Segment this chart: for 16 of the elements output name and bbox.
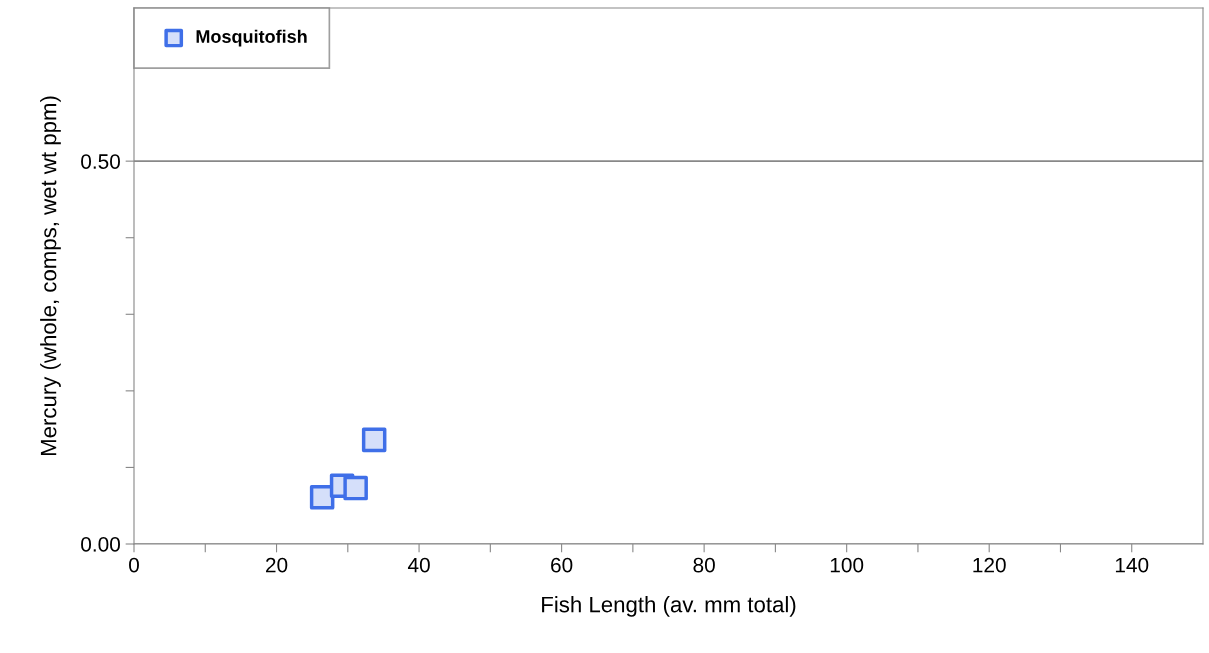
point xyxy=(361,427,387,453)
y-tick-label: 0.00 xyxy=(81,537,120,552)
x-tick-label: 20 xyxy=(266,557,288,573)
x-tick-label: 80 xyxy=(693,557,715,573)
legend-label: Mosquitofish xyxy=(196,29,307,47)
y-tick-label: 0.50 xyxy=(81,154,120,169)
x-tick-label: 120 xyxy=(973,557,1006,573)
x-tick-label: 140 xyxy=(1115,557,1149,573)
point xyxy=(343,475,368,501)
x-axis-title: Fish Length (av. mm total) xyxy=(542,596,796,617)
y-axis-title: Mercury (whole, comps, wet wt ppm) xyxy=(40,96,61,456)
x-tick-label: 60 xyxy=(551,557,573,573)
x-tick-label: 0 xyxy=(129,557,139,573)
x-tick-label: 100 xyxy=(830,557,864,573)
point xyxy=(309,485,335,510)
x-tick-label: 40 xyxy=(407,557,430,573)
